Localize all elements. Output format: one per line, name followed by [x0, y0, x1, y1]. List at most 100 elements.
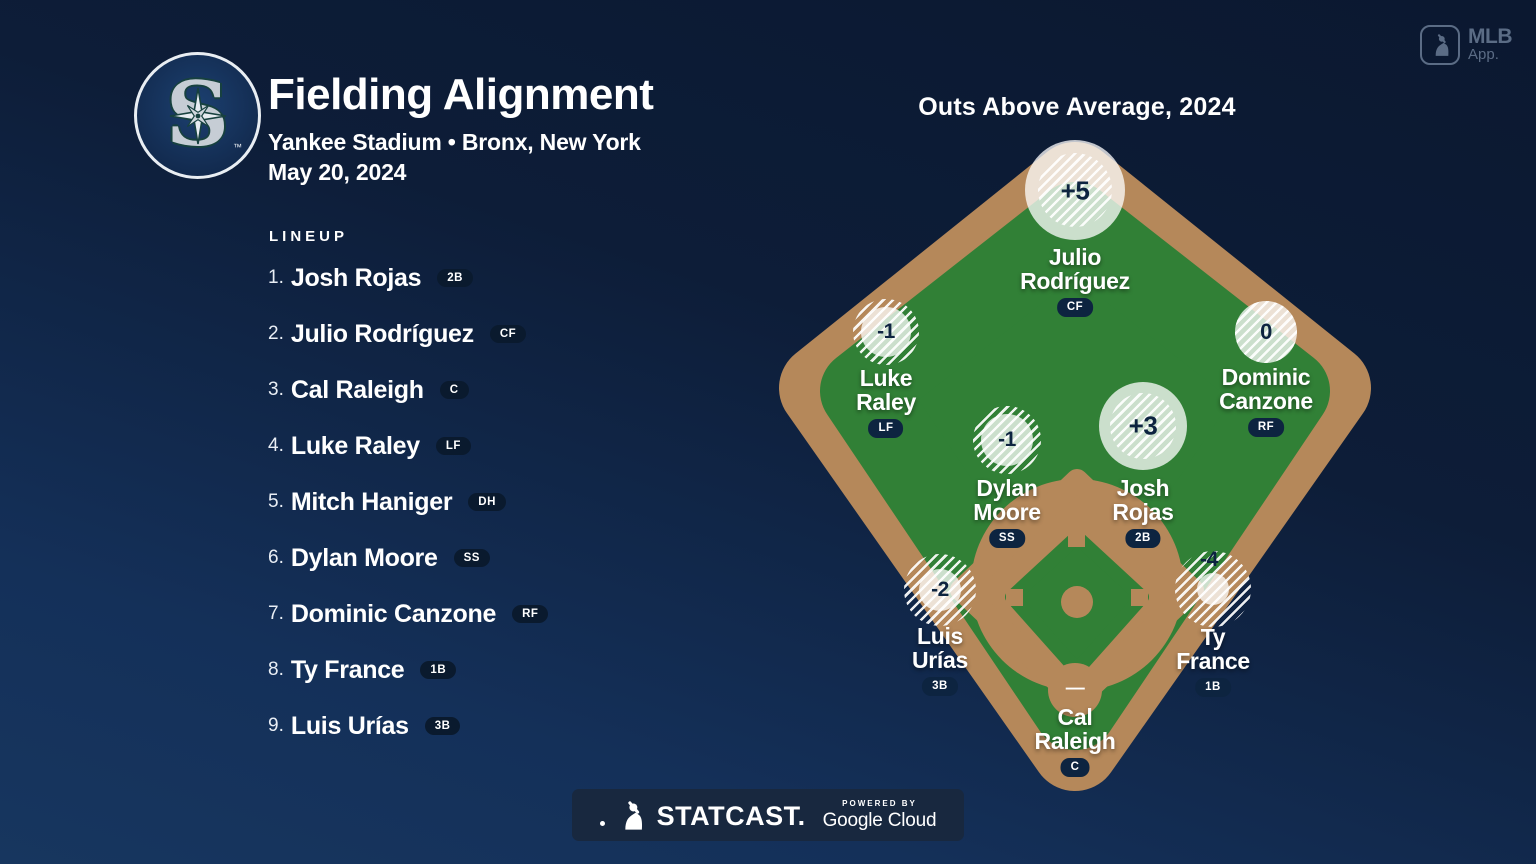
- google-cloud-lockup: POWERED BY Google Cloud: [822, 799, 937, 831]
- lineup-row: 1. Josh Rojas 2B: [268, 250, 548, 306]
- lineup-order: 3.: [268, 379, 284, 400]
- fielder-first-name: Dominic: [1221, 364, 1311, 390]
- fielder-last-name: Canzone: [1219, 388, 1313, 414]
- mlb-app-line2: App.: [1468, 46, 1499, 64]
- compass-star-icon: [169, 87, 226, 144]
- statcast-wordmark: STATCAST.: [656, 800, 806, 831]
- fielder-first-name: Ty: [1200, 624, 1226, 650]
- fielder-first-name: Josh: [1116, 475, 1170, 501]
- date-subtitle: May 20, 2024: [268, 159, 407, 186]
- lineup-order: 7.: [268, 603, 284, 624]
- lineup-row: 7. Dominic Canzone RF: [268, 586, 549, 642]
- lineup-order: 9.: [268, 715, 284, 736]
- lineup-row: 5. Mitch Haniger DH: [268, 474, 548, 530]
- lineup-order: 4.: [268, 435, 284, 456]
- lineup-player-name: Julio Rodríguez: [290, 319, 474, 348]
- fielder-first-name: Dylan: [976, 475, 1038, 501]
- fielder-label: Dylan Moore SS: [973, 476, 1041, 548]
- fielder-label: Luis Urías 3B: [912, 624, 968, 696]
- fielder-label: Ty France 1B: [1176, 625, 1250, 697]
- oaa-circle: [861, 307, 911, 357]
- mariners-logo: S ™: [134, 52, 261, 179]
- chart-title: Outs Above Average, 2024: [918, 93, 1236, 121]
- oaa-circle: [1025, 140, 1125, 240]
- statcast-dot: [599, 820, 605, 826]
- oaa-value: -1: [877, 320, 895, 343]
- pitchers-mound: [1061, 586, 1093, 618]
- fielder-position-badge: 1B: [1195, 678, 1231, 697]
- fielder-position-badge: 2B: [1125, 529, 1161, 548]
- lineup-player-name: Josh Rojas: [290, 263, 422, 292]
- mlb-app-line1: MLB: [1468, 24, 1513, 48]
- lineup-position-badge: RF: [512, 604, 549, 624]
- third-base: [1006, 589, 1023, 606]
- lineup-position-badge: C: [439, 380, 469, 400]
- lineup-list: 1. Josh Rojas 2B 2. Julio Rodríguez CF 3…: [268, 250, 549, 754]
- fielder-position-badge: C: [1060, 758, 1090, 777]
- oaa-circle: [1235, 301, 1297, 363]
- fielder-position-badge: 3B: [922, 677, 958, 696]
- lineup-order: 2.: [268, 323, 284, 344]
- fielder-first-name: Luis: [916, 623, 964, 649]
- lineup-position-badge: LF: [435, 436, 471, 456]
- lineup-player-name: Ty France: [290, 655, 405, 684]
- fielder-last-name: France: [1176, 648, 1250, 674]
- lineup-player-name: Luke Raley: [290, 431, 420, 460]
- page-title: Fielding Alignment: [268, 70, 654, 119]
- fielder-last-name: Raley: [856, 389, 916, 415]
- second-base: [1068, 530, 1085, 547]
- google-cloud-label: Google Cloud: [822, 810, 937, 831]
- lineup-position-badge: SS: [453, 548, 490, 568]
- venue-subtitle: Yankee Stadium • Bronx, New York: [268, 129, 641, 156]
- lineup-order: 8.: [268, 659, 284, 680]
- fielder-position-badge: RF: [1247, 418, 1285, 437]
- powered-by-label: POWERED BY: [842, 799, 917, 808]
- lineup-row: 8. Ty France 1B: [268, 642, 548, 698]
- lineup-player-name: Dominic Canzone: [290, 599, 497, 628]
- fielder-label: Cal Raleigh C: [1035, 705, 1116, 777]
- first-base: [1131, 589, 1148, 606]
- fielder-last-name: Raleigh: [1034, 728, 1116, 754]
- lineup-position-badge: 3B: [424, 716, 461, 736]
- header: Fielding Alignment Yankee Stadium • Bron…: [268, 70, 654, 186]
- fielder-label: Dominic Canzone RF: [1219, 365, 1313, 437]
- fielder-last-name: Moore: [973, 499, 1041, 525]
- fielder-first-name: Julio: [1048, 244, 1102, 270]
- fielder-position-badge: LF: [868, 419, 904, 438]
- oaa-value: -1: [998, 428, 1016, 451]
- lineup-position-badge: CF: [489, 324, 527, 344]
- lineup-position-badge: 1B: [420, 660, 457, 680]
- fielder-last-name: Rojas: [1112, 499, 1174, 525]
- statcast-footer: STATCAST. POWERED BY Google Cloud: [572, 789, 964, 841]
- lineup-row: 2. Julio Rodríguez CF: [268, 306, 548, 362]
- lineup-row: 4. Luke Raley LF: [268, 418, 548, 474]
- oaa-circle: [1197, 573, 1229, 605]
- oaa-value: +5: [1060, 175, 1090, 206]
- mlb-batter-icon: [1420, 25, 1460, 65]
- fielder-label: Julio Rodríguez CF: [1020, 245, 1130, 317]
- fielder-last-name: Urías: [911, 647, 969, 673]
- fielder-label: Luke Raley LF: [856, 366, 916, 438]
- lineup-order: 6.: [268, 547, 284, 568]
- mlb-app-wordmark: MLB App.: [1468, 24, 1513, 64]
- lineup-player-name: Cal Raleigh: [290, 375, 424, 404]
- fielder-position-badge: SS: [988, 529, 1026, 548]
- home-plate-circle: [1048, 663, 1102, 717]
- lineup-position-badge: 2B: [437, 268, 473, 288]
- oaa-value: +3: [1128, 410, 1158, 441]
- lineup-player-name: Dylan Moore: [290, 543, 438, 572]
- lineup-order: 1.: [268, 267, 284, 288]
- fielder-label: Josh Rojas 2B: [1112, 475, 1174, 548]
- oaa-value: —: [1065, 678, 1085, 699]
- mlb-batter-icon: [624, 800, 642, 830]
- lineup-player-name: Mitch Haniger: [290, 487, 453, 516]
- oaa-circle: [919, 569, 961, 611]
- fielder-first-name: Luke: [859, 365, 913, 391]
- fielder-position-badge: CF: [1056, 298, 1094, 317]
- lineup-order: 5.: [268, 491, 284, 512]
- lineup-row: 6. Dylan Moore SS: [268, 530, 548, 586]
- mlb-app-logo: MLB App.: [1420, 24, 1513, 65]
- lineup-row: 3. Cal Raleigh C: [268, 362, 548, 418]
